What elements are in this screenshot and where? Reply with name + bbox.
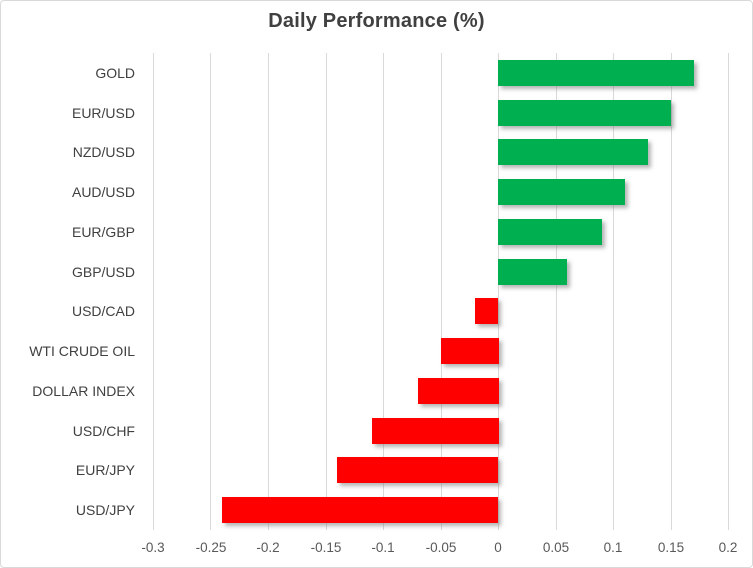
plot-area: [153, 53, 729, 530]
bar-gbp-usd: [498, 259, 567, 285]
gridline--0.15: [326, 53, 327, 530]
gridline--0.1: [383, 53, 384, 530]
x-tick-label--0.1: -0.1: [371, 540, 395, 555]
gridline-0.15: [671, 53, 672, 530]
x-tick-label--0.3: -0.3: [141, 540, 165, 555]
gridline--0.25: [210, 53, 211, 530]
category-label-usd-chf: USD/CHF: [72, 423, 135, 439]
category-label-gbp-usd: GBP/USD: [71, 264, 135, 280]
chart-title: Daily Performance (%): [268, 10, 485, 32]
bar-wti-crude-oil: [441, 338, 499, 364]
category-label-eur-jpy: EUR/JPY: [75, 462, 135, 478]
bar-eur-usd: [498, 100, 671, 126]
x-tick-label--0.2: -0.2: [256, 540, 280, 555]
category-label-eur-usd: EUR/USD: [71, 105, 135, 121]
bar-eur-jpy: [337, 457, 498, 483]
x-tick-label-0.15: 0.15: [657, 540, 685, 555]
bar-usd-cad: [475, 298, 498, 324]
x-tick-label--0.25: -0.25: [195, 540, 227, 555]
x-tick-label-0.05: 0.05: [542, 540, 570, 555]
gridline-0: [498, 53, 499, 530]
gridline-0.1: [613, 53, 614, 530]
gridline-0.2: [728, 53, 729, 530]
category-label-aud-usd: AUD/USD: [71, 184, 135, 200]
category-label-usd-jpy: USD/JPY: [75, 502, 135, 518]
bar-dollar-index: [418, 378, 499, 404]
category-label-gold: GOLD: [95, 65, 135, 81]
gridline-0.05: [556, 53, 557, 530]
category-label-wti-crude-oil: WTI CRUDE OIL: [29, 343, 135, 359]
category-label-dollar-index: DOLLAR INDEX: [32, 383, 135, 399]
x-tick-label-0.2: 0.2: [718, 540, 738, 555]
x-tick-label-0: 0: [494, 540, 502, 555]
bar-usd-jpy: [222, 497, 498, 523]
bar-gold: [498, 60, 694, 86]
category-label-nzd-usd: NZD/USD: [72, 144, 135, 160]
x-tick-label-0.1: 0.1: [603, 540, 623, 555]
gridline--0.05: [441, 53, 442, 530]
x-tick-label--0.15: -0.15: [310, 540, 342, 555]
category-label-usd-cad: USD/CAD: [71, 303, 135, 319]
bar-usd-chf: [372, 418, 499, 444]
gridline--0.2: [268, 53, 269, 530]
category-label-eur-gbp: EUR/GBP: [71, 224, 135, 240]
bar-eur-gbp: [498, 219, 602, 245]
x-tick-label--0.05: -0.05: [425, 540, 457, 555]
bar-aud-usd: [498, 179, 625, 205]
bar-nzd-usd: [498, 139, 648, 165]
gridline--0.3: [153, 53, 154, 530]
